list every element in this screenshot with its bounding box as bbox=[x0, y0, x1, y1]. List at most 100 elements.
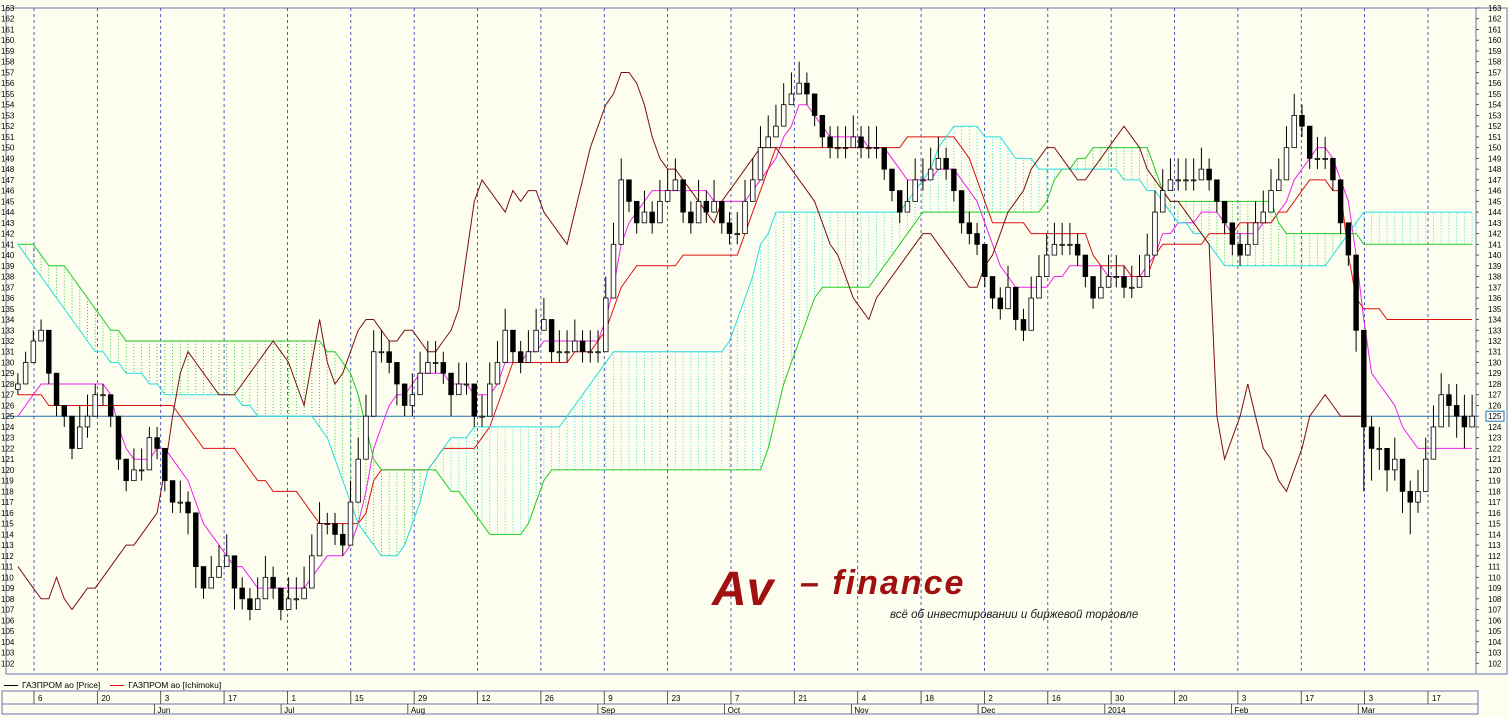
legend-label-price: ГАЗПРОМ ао [Price] bbox=[22, 680, 101, 690]
x-tick-label: 18 bbox=[925, 694, 934, 703]
x-tick-label: 23 bbox=[672, 694, 681, 703]
candle-body bbox=[169, 480, 176, 503]
y-tick-label-right: 123 bbox=[1488, 434, 1502, 443]
x-tick-label: 17 bbox=[228, 694, 237, 703]
candle-body bbox=[138, 469, 145, 472]
y-tick-label-left: 116 bbox=[1, 509, 14, 518]
candle-body bbox=[378, 351, 385, 354]
candle-body bbox=[719, 200, 725, 224]
y-tick-label-left: 161 bbox=[1, 25, 15, 34]
candle-body bbox=[1113, 276, 1120, 278]
y-tick-label-left: 104 bbox=[1, 638, 15, 647]
candle-body bbox=[1067, 243, 1073, 246]
y-tick-label-left: 119 bbox=[1, 477, 14, 486]
y-tick-label-right: 102 bbox=[1488, 659, 1502, 668]
candle-body bbox=[1314, 157, 1321, 160]
y-tick-label-left: 163 bbox=[1, 4, 15, 13]
x-month-label: 2014 bbox=[1108, 706, 1126, 715]
candle-body bbox=[1121, 276, 1127, 288]
y-tick-label-right: 109 bbox=[1488, 584, 1502, 593]
candle-body bbox=[386, 351, 392, 363]
candle-body bbox=[819, 115, 826, 138]
y-tick-label-right: 111 bbox=[1488, 563, 1501, 572]
candle-body bbox=[363, 415, 369, 460]
candle-body bbox=[1051, 243, 1058, 256]
candle-body bbox=[1005, 286, 1011, 310]
y-tick-label-right: 106 bbox=[1488, 616, 1502, 625]
candle-body bbox=[835, 147, 841, 150]
candle-body bbox=[1353, 254, 1359, 331]
x-tick-label: 9 bbox=[608, 694, 613, 703]
candle-body bbox=[881, 147, 887, 170]
candle-body bbox=[409, 394, 416, 406]
y-tick-label-left: 157 bbox=[1, 68, 15, 77]
chikou-span-line bbox=[17, 72, 1364, 611]
candle-body bbox=[804, 82, 810, 95]
senkou-span-a-line bbox=[17, 147, 1473, 535]
legend-label-ichimoku: ГАЗПРОМ ао [Ichimoku] bbox=[128, 680, 222, 690]
y-tick-label-left: 131 bbox=[1, 348, 15, 357]
candle-body bbox=[958, 190, 965, 224]
y-tick-label-right: 115 bbox=[1488, 520, 1501, 529]
candle-body bbox=[1090, 276, 1096, 299]
y-tick-label-left: 129 bbox=[1, 369, 15, 378]
legend-item-price: ГАЗПРОМ ао [Price] bbox=[4, 680, 100, 690]
candle-body bbox=[1098, 286, 1104, 299]
candle-body bbox=[858, 136, 864, 149]
candle-body bbox=[479, 415, 485, 418]
candle-body bbox=[757, 147, 764, 181]
candle-body bbox=[1136, 276, 1143, 288]
y-tick-label-right: 137 bbox=[1488, 283, 1502, 292]
candle-body bbox=[262, 576, 269, 600]
candle-body bbox=[1036, 276, 1042, 299]
candle-body bbox=[278, 587, 284, 610]
y-tick-label-right: 117 bbox=[1488, 498, 1501, 507]
y-tick-label-left: 105 bbox=[1, 627, 15, 636]
y-tick-label-right: 152 bbox=[1488, 122, 1502, 131]
candle-body bbox=[842, 147, 849, 150]
x-month-label: Dec bbox=[981, 706, 995, 715]
y-tick-label-left: 125 bbox=[1, 412, 15, 421]
y-tick-label-right: 158 bbox=[1488, 58, 1502, 67]
y-tick-label-left: 113 bbox=[1, 541, 14, 550]
y-tick-label-right: 159 bbox=[1488, 47, 1502, 56]
x-tick-label: 30 bbox=[1115, 694, 1124, 703]
candle-body bbox=[595, 351, 601, 354]
y-tick-label-right: 119 bbox=[1488, 477, 1501, 486]
candle-body bbox=[394, 362, 400, 385]
candle-body bbox=[726, 222, 733, 234]
y-tick-label-right: 113 bbox=[1488, 541, 1501, 550]
candle-body bbox=[332, 523, 338, 535]
candle-body bbox=[1028, 297, 1034, 331]
x-tick-label: 29 bbox=[418, 694, 427, 703]
y-tick-label-right: 157 bbox=[1488, 68, 1502, 77]
y-tick-label-right: 148 bbox=[1488, 165, 1502, 174]
candle-body bbox=[1345, 222, 1352, 256]
candle-body bbox=[873, 147, 880, 150]
y-tick-label-left: 121 bbox=[1, 455, 15, 464]
candle-body bbox=[1167, 179, 1174, 192]
candle-body bbox=[1229, 222, 1236, 245]
candle-body bbox=[309, 555, 315, 589]
candle-body bbox=[688, 211, 694, 224]
y-tick-label-right: 144 bbox=[1488, 208, 1502, 217]
y-tick-label-right: 122 bbox=[1488, 444, 1502, 453]
y-tick-label-right: 140 bbox=[1488, 251, 1502, 260]
x-tick-label: 26 bbox=[545, 694, 554, 703]
candle-body bbox=[231, 555, 238, 589]
y-tick-label-left: 162 bbox=[1, 15, 15, 24]
candle-body bbox=[324, 523, 331, 526]
y-tick-label-left: 109 bbox=[1, 584, 15, 593]
legend-swatch-price bbox=[4, 684, 18, 686]
y-tick-label-left: 117 bbox=[1, 498, 14, 507]
y-tick-label-left: 127 bbox=[1, 391, 15, 400]
x-month-label: Oct bbox=[728, 706, 741, 715]
candle-body bbox=[1422, 458, 1429, 492]
candle-body bbox=[1237, 243, 1243, 256]
x-tick-label: 12 bbox=[482, 694, 491, 703]
candle-body bbox=[487, 383, 493, 417]
x-tick-label: 4 bbox=[862, 694, 867, 703]
y-tick-label-left: 138 bbox=[1, 273, 15, 282]
candle-body bbox=[1306, 125, 1313, 159]
candle-body bbox=[1190, 179, 1197, 182]
